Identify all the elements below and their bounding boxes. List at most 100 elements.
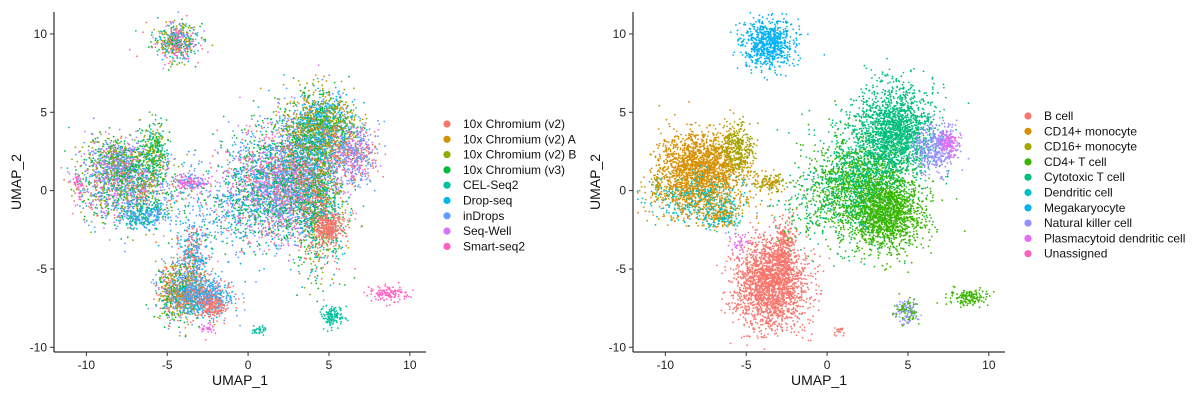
data-point <box>120 146 122 148</box>
data-point <box>103 150 105 152</box>
data-point <box>175 316 177 318</box>
data-point <box>228 295 230 297</box>
data-point <box>157 203 159 205</box>
data-point <box>117 205 119 207</box>
data-point <box>186 53 188 55</box>
data-point <box>98 173 100 175</box>
data-point <box>126 149 128 151</box>
data-point <box>105 148 107 150</box>
data-point <box>166 284 168 286</box>
data-point <box>117 177 119 179</box>
data-point <box>198 185 200 187</box>
data-point <box>94 138 96 140</box>
data-point <box>105 178 107 180</box>
data-point <box>129 169 131 171</box>
data-point <box>165 314 167 316</box>
data-point <box>194 263 196 265</box>
data-point <box>188 280 190 282</box>
data-point <box>87 199 89 201</box>
data-point <box>170 220 172 222</box>
data-point <box>139 223 141 225</box>
data-point <box>140 160 142 162</box>
data-point <box>203 264 205 266</box>
data-point <box>226 300 228 302</box>
data-point <box>187 58 189 60</box>
data-point <box>185 175 187 177</box>
data-point <box>84 190 86 192</box>
data-point <box>189 248 191 250</box>
data-point <box>158 289 160 291</box>
data-point <box>190 35 192 37</box>
data-point <box>92 139 94 141</box>
data-point <box>194 285 196 287</box>
data-point <box>132 156 134 158</box>
data-point <box>152 133 154 135</box>
data-point <box>76 188 78 190</box>
data-point <box>108 133 110 135</box>
data-point <box>190 321 192 323</box>
data-point <box>182 182 184 184</box>
data-point <box>130 149 132 151</box>
data-point <box>112 185 114 187</box>
data-point <box>182 24 184 26</box>
data-point <box>186 188 188 190</box>
data-point <box>125 211 127 213</box>
data-point <box>76 161 78 163</box>
data-point <box>116 170 118 172</box>
data-point <box>192 284 194 286</box>
data-point <box>164 326 166 328</box>
data-point <box>143 224 145 226</box>
data-point <box>156 284 158 286</box>
data-point <box>90 174 92 176</box>
data-point <box>112 147 114 149</box>
data-point <box>164 151 166 153</box>
data-point <box>116 181 118 183</box>
data-point <box>221 290 223 292</box>
data-point <box>149 187 151 189</box>
data-point <box>170 266 172 268</box>
data-point <box>192 280 194 282</box>
data-point <box>186 154 188 156</box>
data-point <box>159 222 161 224</box>
data-point <box>156 201 158 203</box>
data-point <box>105 140 107 142</box>
data-point <box>164 143 166 145</box>
data-point <box>151 146 153 148</box>
data-point <box>138 167 140 169</box>
data-point <box>210 183 212 185</box>
data-point <box>187 185 189 187</box>
data-point <box>158 211 160 213</box>
data-point <box>170 141 172 143</box>
data-point <box>117 187 119 189</box>
data-point <box>111 188 113 190</box>
data-point <box>187 271 189 273</box>
data-point <box>134 188 136 190</box>
data-point <box>109 127 111 129</box>
data-point <box>167 317 169 319</box>
data-point <box>76 176 78 178</box>
data-point <box>152 279 154 281</box>
data-point <box>194 276 196 278</box>
data-point <box>95 160 97 162</box>
data-point <box>200 252 202 254</box>
data-point <box>116 152 118 154</box>
data-point <box>109 198 111 200</box>
data-point <box>189 184 191 186</box>
data-point <box>61 167 63 169</box>
data-point <box>192 320 194 322</box>
data-point <box>108 156 110 158</box>
data-point <box>171 184 173 186</box>
data-point <box>172 32 174 34</box>
data-point <box>194 168 196 170</box>
point-cluster <box>129 11 213 71</box>
data-point <box>197 239 199 241</box>
data-point <box>236 315 238 317</box>
data-point <box>196 194 198 196</box>
data-point <box>118 153 120 155</box>
data-point <box>113 157 115 159</box>
data-point <box>175 300 177 302</box>
data-point <box>139 145 141 147</box>
data-point <box>142 185 144 187</box>
data-point <box>197 50 199 52</box>
data-point <box>193 232 195 234</box>
